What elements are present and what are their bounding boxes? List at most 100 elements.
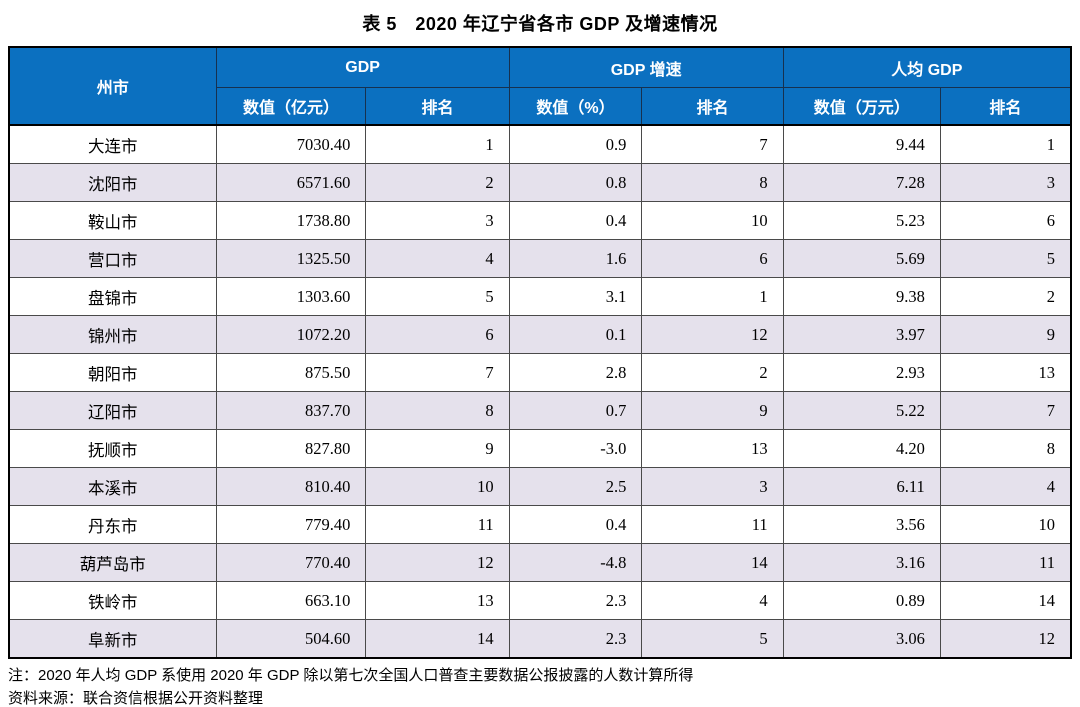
per-capita-cell: 3.97 [782,315,941,354]
table-header: 州市 GDP GDP 增速 人均 GDP 数值（亿元） 排名 数值（%） 排名 … [8,46,1072,126]
source-line: 资料来源：联合资信根据公开资料整理 [8,690,264,707]
gdp-cell: 504.60 [215,619,367,659]
growth-rank-cell: 2 [641,353,784,392]
per-capita-cell: 9.38 [782,277,941,316]
growth-rank-cell: 3 [641,467,784,506]
city-cell: 本溪市 [8,467,217,506]
gdp-cell: 6571.60 [215,163,367,202]
table-body: 大连市 7030.40 1 0.9 7 9.44 1 沈阳市 6571.60 2 0.8 8 7.28 3… [8,124,1072,659]
table-notes: 注：2020 年人均 GDP 系使用 2020 年 GDP 除以第七次全国人口普… [8,664,1072,707]
growth-cell: 0.4 [508,505,643,544]
city-cell: 大连市 [8,124,217,164]
per-capita-rank-cell: 13 [939,353,1072,392]
per-capita-rank-cell: 7 [939,391,1072,430]
gdp-cell: 1303.60 [215,277,367,316]
header-sub-row: 数值（亿元） 排名 数值（%） 排名 数值（万元） 排名 [9,87,1072,126]
growth-cell: 0.8 [508,163,643,202]
per-capita-cell: 2.93 [782,353,941,392]
growth-cell: 2.3 [508,581,643,620]
gdp-rank-cell: 6 [365,315,510,354]
gdp-cell: 875.50 [215,353,367,392]
growth-cell: 1.6 [508,239,643,278]
table-row: 丹东市 779.40 11 0.4 11 3.56 10 [8,505,1072,544]
gdp-cell: 1738.80 [215,201,367,240]
city-cell: 葫芦岛市 [8,543,217,582]
gdp-cell: 837.70 [215,391,367,430]
per-capita-rank-cell: 6 [939,201,1072,240]
gdp-rank-cell: 3 [365,201,510,240]
table-row: 本溪市 810.40 10 2.5 3 6.11 4 [8,467,1072,506]
gdp-table: 州市 GDP GDP 增速 人均 GDP 数值（亿元） 排名 数值（%） 排名 … [8,46,1072,659]
column-group-gdp-growth: GDP 增速 [508,46,784,88]
subheader-per-capita-value: 数值（万元） [782,87,941,126]
table-row: 辽阳市 837.70 8 0.7 9 5.22 7 [8,391,1072,430]
per-capita-cell: 9.44 [782,124,941,164]
table-row: 葫芦岛市 770.40 12 -4.8 14 3.16 11 [8,543,1072,582]
table-row: 铁岭市 663.10 13 2.3 4 0.89 14 [8,581,1072,620]
per-capita-rank-cell: 12 [939,619,1072,659]
growth-cell: 0.9 [508,124,643,164]
gdp-rank-cell: 8 [365,391,510,430]
subheader-gdp-value: 数值（亿元） [215,87,367,126]
city-cell: 鞍山市 [8,201,217,240]
gdp-rank-cell: 13 [365,581,510,620]
growth-rank-cell: 1 [641,277,784,316]
per-capita-rank-cell: 11 [939,543,1072,582]
per-capita-rank-cell: 9 [939,315,1072,354]
gdp-rank-cell: 14 [365,619,510,659]
growth-cell: 2.8 [508,353,643,392]
growth-cell: -3.0 [508,429,643,468]
growth-cell: 0.7 [508,391,643,430]
per-capita-cell: 3.06 [782,619,941,659]
growth-rank-cell: 5 [641,619,784,659]
table-row: 营口市 1325.50 4 1.6 6 5.69 5 [8,239,1072,278]
gdp-rank-cell: 4 [365,239,510,278]
growth-cell: 2.3 [508,619,643,659]
per-capita-cell: 5.23 [782,201,941,240]
per-capita-cell: 5.22 [782,391,941,430]
gdp-rank-cell: 2 [365,163,510,202]
table-row: 盘锦市 1303.60 5 3.1 1 9.38 2 [8,277,1072,316]
city-cell: 朝阳市 [8,353,217,392]
gdp-cell: 7030.40 [215,124,367,164]
gdp-rank-cell: 5 [365,277,510,316]
city-cell: 阜新市 [8,619,217,659]
table-row: 鞍山市 1738.80 3 0.4 10 5.23 6 [8,201,1072,240]
subheader-per-capita-rank: 排名 [939,87,1072,126]
subheader-gdp-rank: 排名 [365,87,510,126]
city-cell: 抚顺市 [8,429,217,468]
gdp-cell: 770.40 [215,543,367,582]
growth-cell: 0.4 [508,201,643,240]
gdp-rank-cell: 10 [365,467,510,506]
gdp-rank-cell: 11 [365,505,510,544]
per-capita-cell: 7.28 [782,163,941,202]
gdp-cell: 1325.50 [215,239,367,278]
table-row: 大连市 7030.40 1 0.9 7 9.44 1 [8,124,1072,164]
per-capita-rank-cell: 4 [939,467,1072,506]
per-capita-cell: 5.69 [782,239,941,278]
table-row: 沈阳市 6571.60 2 0.8 8 7.28 3 [8,163,1072,202]
header-group-row: 州市 GDP GDP 增速 人均 GDP [8,46,1072,126]
growth-rank-cell: 12 [641,315,784,354]
subheader-growth-rank: 排名 [641,87,784,126]
gdp-cell: 827.80 [215,429,367,468]
growth-rank-cell: 14 [641,543,784,582]
per-capita-cell: 4.20 [782,429,941,468]
growth-cell: -4.8 [508,543,643,582]
city-cell: 辽阳市 [8,391,217,430]
table-row: 锦州市 1072.20 6 0.1 12 3.97 9 [8,315,1072,354]
gdp-rank-cell: 7 [365,353,510,392]
gdp-rank-cell: 9 [365,429,510,468]
column-header-city: 州市 [8,46,217,126]
growth-rank-cell: 10 [641,201,784,240]
table-row: 抚顺市 827.80 9 -3.0 13 4.20 8 [8,429,1072,468]
growth-cell: 2.5 [508,467,643,506]
table-row: 阜新市 504.60 14 2.3 5 3.06 12 [8,619,1072,659]
per-capita-rank-cell: 3 [939,163,1072,202]
growth-cell: 3.1 [508,277,643,316]
table-title: 表 5 2020 年辽宁省各市 GDP 及增速情况 [362,14,718,34]
note-line: 注：2020 年人均 GDP 系使用 2020 年 GDP 除以第七次全国人口普… [8,667,694,684]
per-capita-rank-cell: 14 [939,581,1072,620]
gdp-cell: 1072.20 [215,315,367,354]
per-capita-rank-cell: 8 [939,429,1072,468]
